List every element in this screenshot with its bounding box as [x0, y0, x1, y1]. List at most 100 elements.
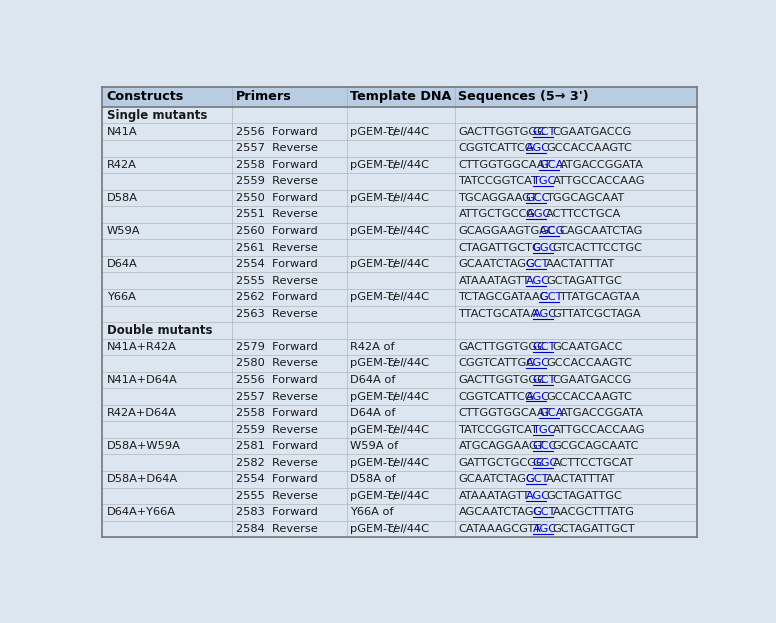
Text: GACTTGGTGGC: GACTTGGTGGC	[459, 342, 546, 352]
Text: TTACTGCATAA: TTACTGCATAA	[459, 309, 539, 319]
Text: TTATGCAGTAA: TTATGCAGTAA	[559, 292, 640, 302]
Text: /44C: /44C	[403, 425, 428, 435]
Text: cel: cel	[387, 160, 404, 170]
Text: GCAGGAAGTGAC: GCAGGAAGTGAC	[459, 226, 555, 236]
Bar	[102, 272, 697, 289]
Text: Y66A: Y66A	[106, 292, 136, 302]
Text: CGGTCATTCG: CGGTCATTCG	[459, 143, 534, 153]
Text: TATCCGGTCAT: TATCCGGTCAT	[459, 176, 539, 186]
Text: /44C: /44C	[403, 292, 428, 302]
Text: 2558  Forward: 2558 Forward	[236, 160, 318, 170]
Text: GCT: GCT	[539, 292, 563, 302]
Text: TGC: TGC	[532, 176, 556, 186]
Text: cel: cel	[387, 292, 404, 302]
Text: 2555  Reverse: 2555 Reverse	[236, 491, 318, 501]
Text: cel: cel	[387, 391, 404, 402]
Text: GCT: GCT	[532, 375, 556, 385]
Text: CTAGATTGCTG: CTAGATTGCTG	[459, 242, 541, 252]
Text: /44C: /44C	[403, 226, 428, 236]
Text: 2557  Reverse: 2557 Reverse	[236, 391, 318, 402]
Text: 2550  Forward: 2550 Forward	[236, 193, 318, 203]
Text: 2584  Reverse: 2584 Reverse	[236, 524, 317, 534]
Text: GCGCAGCAATC: GCGCAGCAATC	[553, 441, 639, 451]
Text: D58A: D58A	[106, 193, 137, 203]
Text: GCT: GCT	[526, 259, 549, 269]
Text: CGGTCATTCG: CGGTCATTCG	[459, 391, 534, 402]
Text: GCTAGATTGCT: GCTAGATTGCT	[553, 524, 636, 534]
Text: 2558  Forward: 2558 Forward	[236, 408, 318, 418]
Text: 2555  Reverse: 2555 Reverse	[236, 275, 318, 286]
Text: cel: cel	[387, 358, 404, 368]
Bar	[102, 338, 697, 355]
Text: GCCACCAAGTC: GCCACCAAGTC	[546, 358, 632, 368]
Text: R42A of: R42A of	[350, 342, 395, 352]
Text: pGEM-T/: pGEM-T/	[350, 160, 397, 170]
Text: pGEM-T/: pGEM-T/	[350, 226, 397, 236]
Text: 2563  Reverse: 2563 Reverse	[236, 309, 317, 319]
Text: /44C: /44C	[403, 391, 428, 402]
Text: Single mutants: Single mutants	[106, 108, 207, 121]
Text: /44C: /44C	[403, 193, 428, 203]
Text: Sequences (5→ 3'): Sequences (5→ 3')	[459, 90, 589, 103]
Text: /44C: /44C	[403, 358, 428, 368]
Text: /44C: /44C	[403, 458, 428, 468]
Bar	[102, 504, 697, 521]
Bar	[102, 405, 697, 421]
Text: GCAATCTAGC: GCAATCTAGC	[459, 474, 535, 484]
Text: AACTATTTAT: AACTATTTAT	[546, 474, 615, 484]
Text: pGEM-T/: pGEM-T/	[350, 259, 397, 269]
Text: R42A+D64A: R42A+D64A	[106, 408, 177, 418]
Text: GCTAGATTGC: GCTAGATTGC	[546, 275, 622, 286]
Text: ATTGCCACCAAG: ATTGCCACCAAG	[553, 425, 645, 435]
Bar	[102, 488, 697, 504]
Text: /44C: /44C	[403, 524, 428, 534]
Text: GCT: GCT	[532, 126, 556, 136]
Text: GCA: GCA	[539, 160, 563, 170]
Text: CTTGGTGGCAAT: CTTGGTGGCAAT	[459, 408, 551, 418]
Text: GTCACTTCCTGC: GTCACTTCCTGC	[553, 242, 643, 252]
Text: 2562  Forward: 2562 Forward	[236, 292, 317, 302]
Text: ATGCAGGAAGT: ATGCAGGAAGT	[459, 441, 545, 451]
Text: 2556  Forward: 2556 Forward	[236, 375, 317, 385]
Text: GCT: GCT	[526, 474, 549, 484]
Text: GGC: GGC	[526, 209, 551, 219]
Text: ACTTCCTGCAT: ACTTCCTGCAT	[553, 458, 634, 468]
Bar	[102, 471, 697, 488]
Text: pGEM-T/: pGEM-T/	[350, 458, 397, 468]
Text: 2559  Reverse: 2559 Reverse	[236, 425, 318, 435]
Text: CGAATGACCG: CGAATGACCG	[553, 375, 632, 385]
Bar	[102, 206, 697, 223]
Text: N41A+R42A: N41A+R42A	[106, 342, 176, 352]
Bar	[102, 305, 697, 322]
Text: GCCACCAAGTC: GCCACCAAGTC	[546, 143, 632, 153]
Text: AGC: AGC	[526, 391, 550, 402]
Text: CGAATGACCG: CGAATGACCG	[553, 126, 632, 136]
Text: AGC: AGC	[526, 275, 550, 286]
Text: GCC: GCC	[526, 193, 550, 203]
Text: R42A: R42A	[106, 160, 137, 170]
Text: pGEM-T/: pGEM-T/	[350, 126, 397, 136]
Text: 2561  Reverse: 2561 Reverse	[236, 242, 317, 252]
Text: ATGACCGGATA: ATGACCGGATA	[559, 160, 643, 170]
Bar	[102, 87, 697, 107]
Text: D58A+D64A: D58A+D64A	[106, 474, 178, 484]
Text: D58A of: D58A of	[350, 474, 396, 484]
Text: ACTTCCTGCA: ACTTCCTGCA	[546, 209, 622, 219]
Bar	[102, 289, 697, 305]
Text: pGEM-T/: pGEM-T/	[350, 524, 397, 534]
Text: GCT: GCT	[532, 342, 556, 352]
Bar	[102, 140, 697, 156]
Text: CATAAAGCGTT: CATAAAGCGTT	[459, 524, 542, 534]
Bar	[102, 355, 697, 372]
Text: CAGCAATCTAG: CAGCAATCTAG	[559, 226, 643, 236]
Text: 2580  Reverse: 2580 Reverse	[236, 358, 318, 368]
Text: AGC: AGC	[532, 524, 556, 534]
Text: pGEM-T/: pGEM-T/	[350, 193, 397, 203]
Text: TCTAGCGATAAC: TCTAGCGATAAC	[459, 292, 548, 302]
Text: /44C: /44C	[403, 126, 428, 136]
Text: D64A of: D64A of	[350, 375, 396, 385]
Text: GCCACCAAGTC: GCCACCAAGTC	[546, 391, 632, 402]
Text: ATTGCCACCAAG: ATTGCCACCAAG	[553, 176, 645, 186]
Text: cel: cel	[387, 458, 404, 468]
Text: TGC: TGC	[532, 425, 556, 435]
